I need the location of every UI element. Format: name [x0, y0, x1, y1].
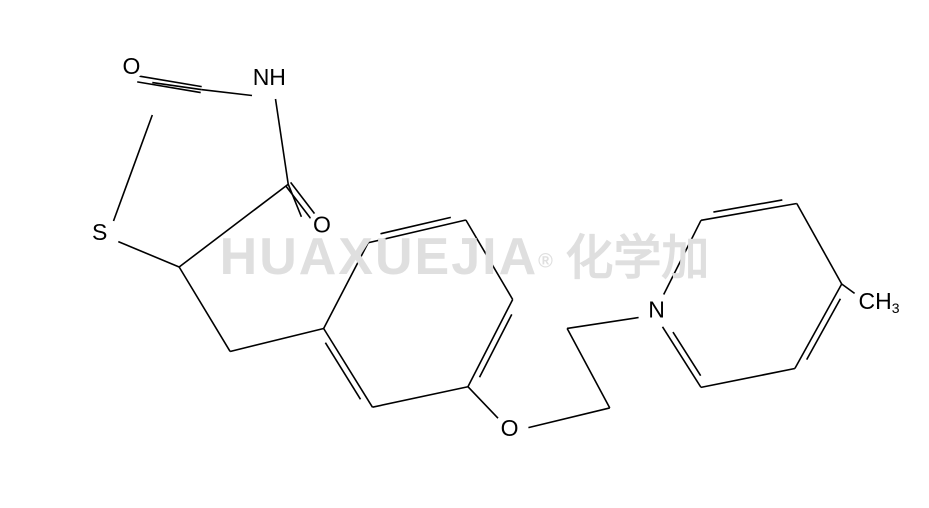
atom-label: S: [92, 219, 107, 245]
atom-label: O: [313, 212, 331, 238]
molecule-diagram: HUAXUEJIA® 化学加 NHNHSSOOOOOONNCH3CH3: [0, 0, 929, 508]
atom-label: O: [122, 53, 140, 79]
atom-label: O: [501, 415, 519, 441]
structure-svg: NHNHSSOOOOOONNCH3CH3: [0, 0, 929, 508]
atom-label: NH: [253, 64, 286, 90]
atom-label: N: [648, 296, 665, 322]
